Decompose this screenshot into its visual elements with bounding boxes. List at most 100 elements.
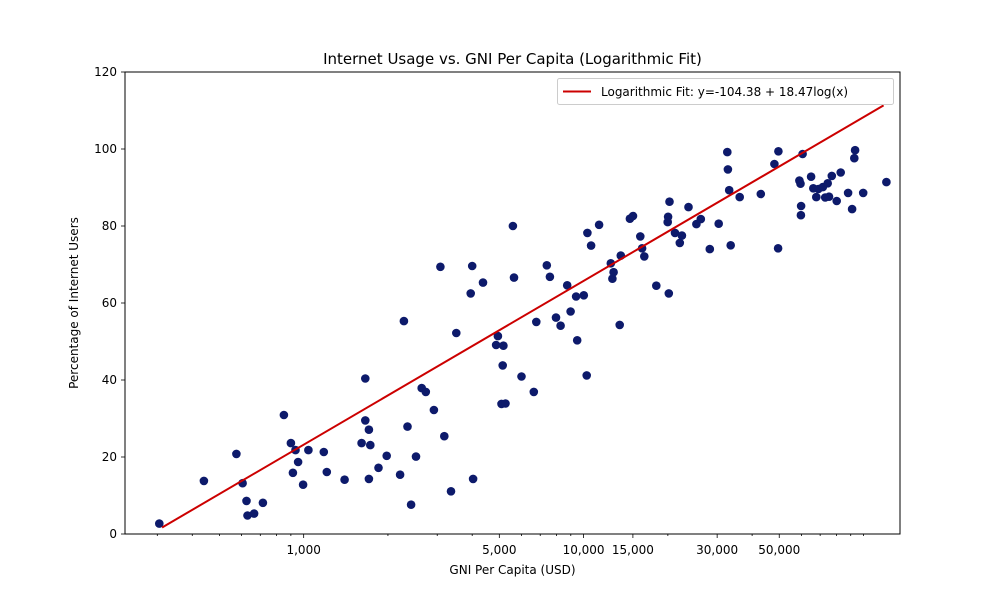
data-point [242, 496, 251, 506]
data-point [382, 451, 392, 461]
data-point [773, 244, 783, 253]
data-point [735, 192, 744, 202]
data-point [812, 192, 821, 202]
data-point [724, 185, 734, 195]
legend-box [557, 78, 894, 105]
data-point [640, 252, 649, 261]
data-point [824, 192, 834, 201]
data-point [843, 188, 853, 198]
data-point [572, 336, 582, 345]
data-point [663, 212, 673, 222]
data-point [847, 204, 857, 214]
data-point [858, 188, 868, 198]
plot-area [155, 104, 891, 529]
data-point [723, 165, 733, 174]
data-point [446, 487, 456, 496]
data-point [723, 147, 732, 157]
data-point [304, 445, 313, 455]
data-point [545, 272, 555, 282]
data-point [421, 387, 431, 397]
x-tick-label: 50,000 [758, 543, 800, 557]
data-point [232, 449, 241, 459]
data-point [249, 509, 259, 518]
data-point [286, 438, 296, 448]
data-point [298, 480, 308, 490]
axes-frame [124, 71, 901, 535]
y-tick-label: 80 [102, 219, 117, 233]
data-point [615, 320, 624, 330]
data-point [357, 438, 366, 448]
data-point [361, 416, 370, 425]
y-tick-label: 0 [109, 527, 117, 541]
data-point [579, 291, 589, 300]
data-point [279, 410, 289, 420]
chart-title: Internet Usage vs. GNI Per Capita (Logar… [323, 50, 702, 68]
data-point [498, 361, 508, 370]
data-point [571, 292, 581, 301]
data-point [670, 228, 680, 238]
data-point [436, 262, 445, 272]
data-point [608, 274, 617, 284]
x-tick-label: 30,000 [696, 543, 738, 557]
data-point [403, 422, 412, 431]
y-tick-label: 40 [102, 373, 117, 387]
data-point [399, 316, 409, 326]
data-point [882, 177, 891, 187]
data-point [366, 440, 375, 450]
data-point [652, 281, 661, 291]
data-point [499, 341, 508, 351]
data-point [467, 261, 477, 271]
data-point [675, 238, 685, 248]
x-tick-label: 1,000 [286, 543, 320, 557]
data-point [258, 498, 268, 508]
data-point [714, 219, 723, 228]
data-point [364, 425, 374, 435]
data-point [406, 500, 416, 510]
data-point [529, 387, 539, 397]
data-point [850, 145, 860, 155]
data-point [796, 179, 805, 188]
legend-label: Logarithmic Fit: y=-104.38 + 18.47log(x) [601, 85, 848, 99]
data-point [293, 457, 303, 467]
data-point [491, 340, 501, 350]
data-point [832, 196, 841, 206]
fit-line [161, 104, 885, 529]
data-point [677, 231, 687, 240]
data-point [466, 289, 476, 298]
data-point [705, 244, 715, 254]
data-point [774, 147, 783, 156]
data-point [726, 241, 735, 250]
x-axis: 1,000 5,000 10,000 15,000 30,000 50,000 [156, 534, 864, 557]
data-point [243, 511, 252, 520]
data-point [628, 211, 638, 221]
data-point [395, 470, 405, 480]
data-point [340, 475, 349, 485]
data-point [319, 447, 329, 457]
data-point [411, 452, 421, 461]
data-point [508, 221, 518, 231]
y-tick-label: 20 [102, 450, 117, 464]
x-tick-label: 10,000 [563, 543, 605, 557]
data-point [594, 220, 604, 230]
data-point [796, 201, 806, 211]
data-point [509, 273, 519, 282]
data-point [501, 399, 510, 408]
legend: Logarithmic Fit: y=-104.38 + 18.47log(x) [557, 78, 894, 105]
y-tick-label: 100 [94, 142, 117, 156]
data-point [288, 468, 298, 478]
data-point [429, 405, 439, 415]
data-point [322, 467, 332, 477]
data-point [566, 307, 575, 316]
data-point [556, 321, 565, 331]
y-axis-label: Percentage of Internet Users [67, 217, 81, 389]
data-point [374, 463, 383, 473]
data-point [696, 214, 706, 224]
data-point [155, 519, 164, 528]
x-tick-label: 5,000 [482, 543, 516, 557]
data-point [823, 179, 832, 188]
y-tick-label: 60 [102, 296, 117, 310]
y-tick-label: 120 [94, 65, 117, 79]
data-point [364, 474, 374, 484]
data-point [582, 371, 591, 380]
